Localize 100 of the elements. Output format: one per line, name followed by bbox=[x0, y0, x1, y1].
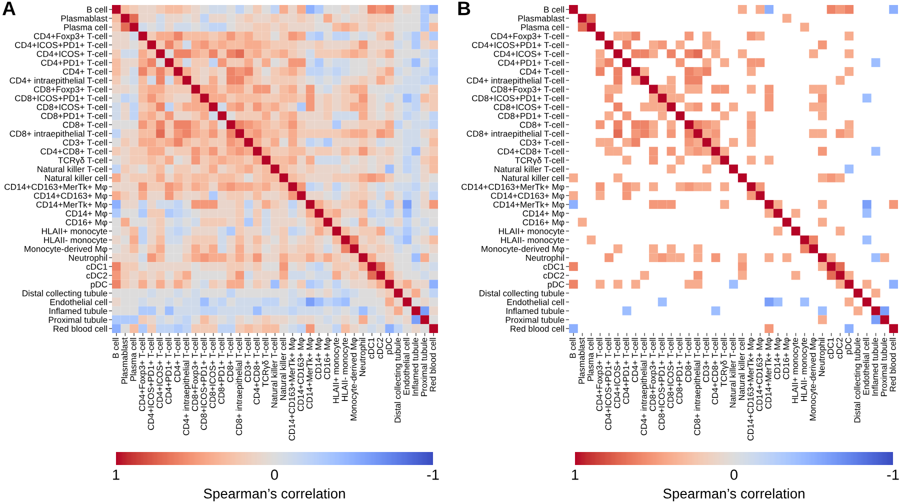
y-tick-label: CD8+Foxp3+ T-cell bbox=[490, 86, 564, 94]
x-tick-label: CD4+CD8+ T-cell bbox=[712, 338, 718, 404]
y-tick-label: Distal collecting tubule bbox=[22, 290, 108, 298]
x-tick-label: cDC2 bbox=[836, 338, 843, 359]
y-tick-label: Neutrophil bbox=[69, 254, 107, 263]
x-tick-label: CD8+ intraepithelial T-cell bbox=[236, 338, 244, 436]
y-tick-label: CD8+Foxp3+ T-cell bbox=[34, 86, 107, 94]
y-tick-label: CD8+ICOS+PD1+ T-cell bbox=[15, 94, 107, 102]
y-tick-label: Distal collecting tubule bbox=[480, 290, 564, 298]
y-tick-label: Plasma cell bbox=[521, 24, 564, 30]
color-bar-label: 1 bbox=[572, 470, 578, 480]
x-tick-label: CD4+ intraepithelial T-cell bbox=[640, 338, 649, 436]
x-tick-label: CD8+ICOS+ T-cell bbox=[667, 338, 674, 408]
color-bar-title: Spearman’s correlation bbox=[204, 488, 345, 502]
x-tick-label: Red blood cell bbox=[430, 338, 436, 392]
y-tick-label: Plasmablast bbox=[518, 15, 564, 22]
x-tick-label: CD4+ T-cell bbox=[174, 338, 180, 382]
color-bar-label: 0 bbox=[730, 470, 738, 480]
x-tick-label: CD4+PD1+ T-cell bbox=[622, 338, 630, 404]
x-tick-label: CD8+ICOS+PD1+ T-cell bbox=[200, 338, 207, 430]
x-tick-label: Neutrophil bbox=[818, 338, 826, 376]
y-tick-label: CD4+ intraepithelial T-cell bbox=[10, 77, 107, 86]
x-tick-label: Natural killer T-cell bbox=[270, 338, 278, 408]
y-tick-label: CD8+ intraepithelial T-cell bbox=[466, 130, 564, 138]
x-tick-label: CD4+ICOS+ T-cell bbox=[614, 338, 620, 408]
x-tick-label: HLAII+ monocyte bbox=[332, 338, 341, 404]
y-tick-label: HLAII+ monocyte bbox=[42, 228, 108, 236]
y-tick-label: Red blood cell bbox=[510, 325, 564, 332]
y-tick-label: CD14+CD163+MerTk+ Mφ bbox=[462, 184, 564, 192]
y-tick-label: pDC bbox=[548, 281, 564, 290]
x-tick-label: CD8+ T-cell bbox=[226, 338, 234, 382]
chart-title: B bbox=[458, 2, 470, 16]
x-tick-label: HLAII- monocyte bbox=[342, 338, 350, 401]
x-tick-label: Monocyte-derived Mφ bbox=[350, 338, 358, 420]
y-tick-label: cDC2 bbox=[86, 272, 108, 279]
y-tick-label: TCRγδ T-cell bbox=[58, 157, 107, 166]
y-tick-label: Natural killer T-cell bbox=[38, 166, 107, 172]
y-tick-label: CD4+ICOS+PD1+ T-cell bbox=[472, 42, 564, 48]
x-tick-label: CD8+PD1+ T-cell bbox=[218, 338, 224, 404]
x-tick-label: CD8+ICOS+ T-cell bbox=[209, 338, 216, 408]
x-tick-label: pDC bbox=[386, 338, 394, 354]
x-tick-label: CD14+MerTk+ Mφ bbox=[765, 338, 774, 409]
y-tick-label: CD4+Foxp3+ T-cell bbox=[34, 32, 107, 41]
y-tick-label: B cell bbox=[87, 6, 107, 13]
y-tick-label: Natural killer cell bbox=[45, 174, 107, 182]
y-tick-label: TCRγδ T-cell bbox=[515, 157, 564, 166]
x-tick-label: CD14+ Mφ bbox=[774, 338, 782, 380]
y-tick-label: CD8+ICOS+PD1+ T-cell bbox=[472, 94, 564, 102]
y-tick-label: B cell bbox=[544, 6, 564, 13]
y-tick-label: CD14+MerTk+ Mφ bbox=[36, 201, 108, 210]
y-tick-label: HLAII- monocyte bbox=[44, 237, 108, 245]
y-tick-label: CD4+ T-cell bbox=[62, 68, 107, 75]
y-tick-label: CD3+ T-cell bbox=[62, 139, 107, 146]
y-tick-label: CD8+ intraepithelial T-cell bbox=[10, 130, 107, 138]
color-bar-label: -1 bbox=[427, 470, 439, 480]
color-bar-label: -1 bbox=[887, 470, 899, 480]
x-tick-label: Distal collecting tubule bbox=[854, 338, 862, 422]
y-tick-label: CD4+PD1+ T-cell bbox=[41, 60, 107, 66]
y-tick-label: Monocyte-derived Mφ bbox=[482, 246, 564, 254]
x-tick-label: HLAII- monocyte bbox=[800, 338, 809, 401]
y-tick-label: Monocyte-derived Mφ bbox=[24, 246, 108, 254]
chart-title: A bbox=[2, 2, 16, 16]
x-tick-label: CD4+ intraepithelial T-cell bbox=[182, 338, 191, 436]
x-tick-label: CD8+ intraepithelial T-cell bbox=[694, 338, 702, 436]
y-tick-label: CD14+CD163+ Mφ bbox=[34, 192, 108, 200]
x-tick-label: CD16+ Mφ bbox=[324, 338, 332, 380]
y-tick-label: CD16+ Mφ bbox=[522, 219, 564, 228]
y-tick-label: CD4+PD1+ T-cell bbox=[498, 60, 564, 66]
color-bar-label: 1 bbox=[113, 470, 120, 480]
x-tick-label: CD14+CD163+MerTk+ Mφ bbox=[747, 338, 756, 440]
y-tick-label: CD8+ T-cell bbox=[62, 122, 107, 128]
x-tick-label: CD8+ICOS+PD1+ T-cell bbox=[658, 338, 665, 430]
x-tick-label: Distal collecting tubule bbox=[394, 338, 402, 422]
y-tick-label: Natural killer T-cell bbox=[494, 166, 564, 172]
x-tick-label: CD8+PD1+ T-cell bbox=[676, 338, 682, 404]
y-tick-label: pDC bbox=[90, 281, 108, 290]
x-tick-label: CD14+CD163+ Mφ bbox=[756, 338, 764, 412]
y-tick-label: CD4+ intraepithelial T-cell bbox=[466, 77, 564, 86]
x-tick-label: CD14+CD163+ Mφ bbox=[298, 338, 306, 412]
x-tick-label: Plasma cell bbox=[130, 338, 136, 381]
y-tick-label: CD14+ Mφ bbox=[522, 210, 564, 218]
x-tick-label: Neutrophil bbox=[359, 338, 368, 376]
x-tick-label: pDC bbox=[845, 338, 854, 354]
x-tick-label: TCRγδ T-cell bbox=[720, 338, 729, 387]
x-tick-label: Inflamed tubule bbox=[872, 338, 878, 396]
x-tick-label: Endothelial cell bbox=[862, 338, 870, 395]
y-tick-label: CD8+PD1+ T-cell bbox=[41, 112, 107, 120]
y-tick-label: Plasmablast bbox=[61, 15, 108, 22]
color-bar-title: Spearman’s correlation bbox=[663, 488, 804, 502]
x-tick-label: cDC1 bbox=[368, 338, 374, 359]
y-tick-label: Natural killer cell bbox=[502, 174, 564, 182]
x-tick-label: HLAII+ monocyte bbox=[792, 338, 800, 404]
y-tick-label: Inflamed tubule bbox=[49, 308, 108, 314]
x-tick-label: CD4+PD1+ T-cell bbox=[165, 338, 172, 404]
x-tick-label: CD8+Foxp3+ T-cell bbox=[649, 338, 658, 412]
y-tick-label: cDC2 bbox=[543, 272, 564, 279]
x-tick-label: CD16+ Mφ bbox=[783, 338, 791, 380]
x-tick-label: CD4+ICOS+ T-cell bbox=[156, 338, 163, 408]
x-tick-label: CD8+ T-cell bbox=[685, 338, 692, 382]
y-tick-label: CD4+ICOS+ T-cell bbox=[36, 50, 107, 57]
